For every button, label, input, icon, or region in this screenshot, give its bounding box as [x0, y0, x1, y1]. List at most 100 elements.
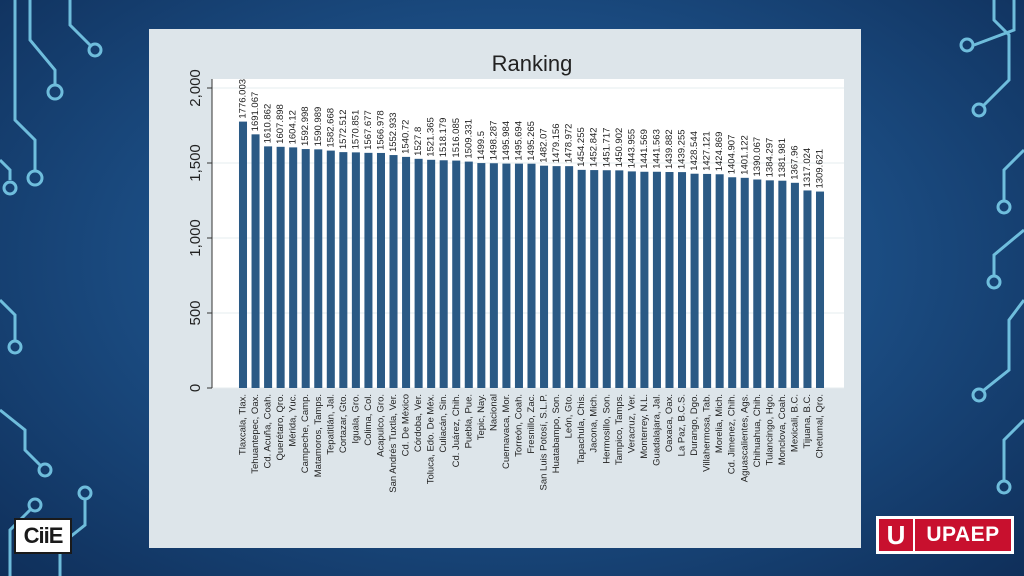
bar [314, 149, 323, 388]
bar-value-label: 1691.067 [250, 92, 261, 132]
bar-value-label: 1401.122 [739, 135, 750, 175]
bar-value-label: 1518.179 [438, 118, 449, 158]
x-tick-label: Veracruz, Ver. [626, 394, 637, 453]
x-tick-label: Cd. De México [401, 394, 412, 456]
x-tick-label: Villahermosa, Tab. [702, 394, 713, 472]
x-tick-label: Tlaxcala, Tlax. [238, 394, 249, 455]
x-tick-label: La Paz, B.C.S. [677, 394, 688, 456]
bar-value-label: 1404.907 [727, 135, 738, 175]
x-tick-label: Cd. Jimenez, Chih. [727, 394, 738, 474]
bar-value-label: 1452.842 [589, 127, 600, 167]
x-tick-label: Aguascalientes, Ags. [739, 394, 750, 482]
bar [264, 146, 273, 388]
x-tick-label: Tijuana, B.C. [802, 394, 813, 449]
bar [527, 163, 536, 388]
bar [615, 170, 624, 388]
upaep-logo: U UPAEP [876, 516, 1014, 554]
bar [602, 170, 611, 388]
bar-value-label: 1540.72 [401, 120, 412, 154]
bar [452, 160, 461, 388]
bar-value-label: 1424.869 [714, 132, 725, 172]
bar [728, 177, 737, 388]
bar-value-label: 1610.862 [263, 104, 274, 144]
x-tick-label: Huatabampo, Son. [551, 394, 562, 473]
bar [351, 152, 360, 388]
bar [251, 134, 260, 388]
bar [301, 149, 310, 388]
x-tick-label: Tehuantepec, Oax. [250, 394, 261, 474]
bar-value-label: 1590.989 [313, 107, 324, 147]
bar-value-label: 1451.717 [601, 128, 612, 168]
x-tick-label: Mérida, Yuc. [288, 394, 299, 447]
bar [552, 166, 561, 388]
bar [414, 158, 423, 388]
bar [640, 171, 649, 388]
bar [502, 163, 511, 388]
bar [790, 182, 799, 388]
x-tick-label: Guadalajara, Jal. [651, 394, 662, 466]
ciie-logo-text: CiiE [23, 523, 64, 548]
x-tick-label: Cd. Acuña, Coah. [263, 394, 274, 468]
bar-value-label: 1495.984 [501, 121, 512, 161]
x-tick-label: Tapachula, Chis. [576, 394, 587, 464]
bar-value-label: 1582.668 [325, 108, 336, 148]
bar-value-label: 1776.003 [238, 79, 249, 119]
x-tick-label: Acapulco, Gro. [375, 394, 386, 457]
bar [238, 121, 248, 388]
x-tick-label: Culiacán, Sin. [438, 394, 449, 453]
bar-value-label: 1309.621 [815, 149, 826, 189]
x-tick-label: Hermosillo, Son. [601, 394, 612, 464]
bar [427, 159, 436, 388]
x-tick-label: San Luis Potosí, S.L.P. [539, 394, 550, 490]
x-tick-label: Nacional [488, 394, 499, 431]
bar-value-label: 1509.331 [463, 119, 474, 159]
bar [703, 173, 712, 388]
bar-value-label: 1381.981 [777, 138, 788, 178]
x-tick-label: Campeche, Camp. [300, 394, 311, 473]
x-tick-label: Chetumal, Qro. [815, 394, 826, 458]
bar-value-label: 1498.287 [488, 121, 499, 161]
bar [690, 173, 699, 388]
x-tick-label: Jacona, Mich. [589, 394, 600, 453]
chart-panel: Ranking 0 500 1,000 1,500 2,000 1776.003 Tlaxc… [149, 29, 861, 548]
bar [665, 172, 674, 388]
x-tick-label: Monterrey, N.L. [639, 394, 650, 459]
bar-value-label: 1428.544 [689, 131, 700, 171]
bar-value-label: 1552.933 [388, 112, 399, 152]
bar [753, 179, 762, 388]
chart-title: Ranking [492, 51, 573, 76]
x-tick-label: Monclova, Coah. [777, 394, 788, 465]
x-tick-label: Morelia, Mich. [714, 394, 725, 453]
bar-value-label: 1479.156 [551, 124, 562, 164]
x-tick-label: Cortazar, Gto. [338, 394, 349, 453]
bar [577, 169, 586, 388]
ciie-logo: CiiE [14, 518, 72, 554]
y-tick-label: 0 [187, 384, 204, 392]
bar-value-label: 1482.07 [539, 128, 550, 162]
bar-chart: Ranking 0 500 1,000 1,500 2,000 1776.003 Tlaxc… [187, 51, 844, 493]
bar-value-label: 1478.972 [564, 124, 575, 164]
bar-value-label: 1604.12 [288, 110, 299, 144]
bar [276, 146, 285, 388]
bar-value-label: 1516.085 [451, 118, 462, 158]
bar [627, 171, 636, 388]
bar [464, 161, 473, 388]
bar-value-label: 1572.512 [338, 109, 349, 149]
bar [652, 171, 661, 388]
bar [678, 172, 687, 388]
bar [765, 180, 774, 388]
bar [489, 163, 498, 388]
x-tick-label: Puebla, Pue. [463, 394, 474, 448]
bar-value-label: 1454.255 [576, 127, 587, 167]
x-tick-label: Tulancingo, Hgo. [764, 394, 775, 465]
x-tick-label: Iguala, Gro. [350, 394, 361, 444]
bar-value-label: 1527.8 [413, 127, 424, 156]
circuit-decoration-right [959, 0, 1024, 495]
x-tick-label: Durango, Dgo. [689, 394, 700, 456]
bar [565, 166, 574, 388]
bar [540, 165, 549, 388]
bar-value-label: 1390.067 [752, 137, 763, 177]
bar [803, 190, 812, 388]
x-tick-label: Tampico, Tamps. [614, 394, 625, 465]
y-tick-label: 2,000 [187, 69, 204, 107]
